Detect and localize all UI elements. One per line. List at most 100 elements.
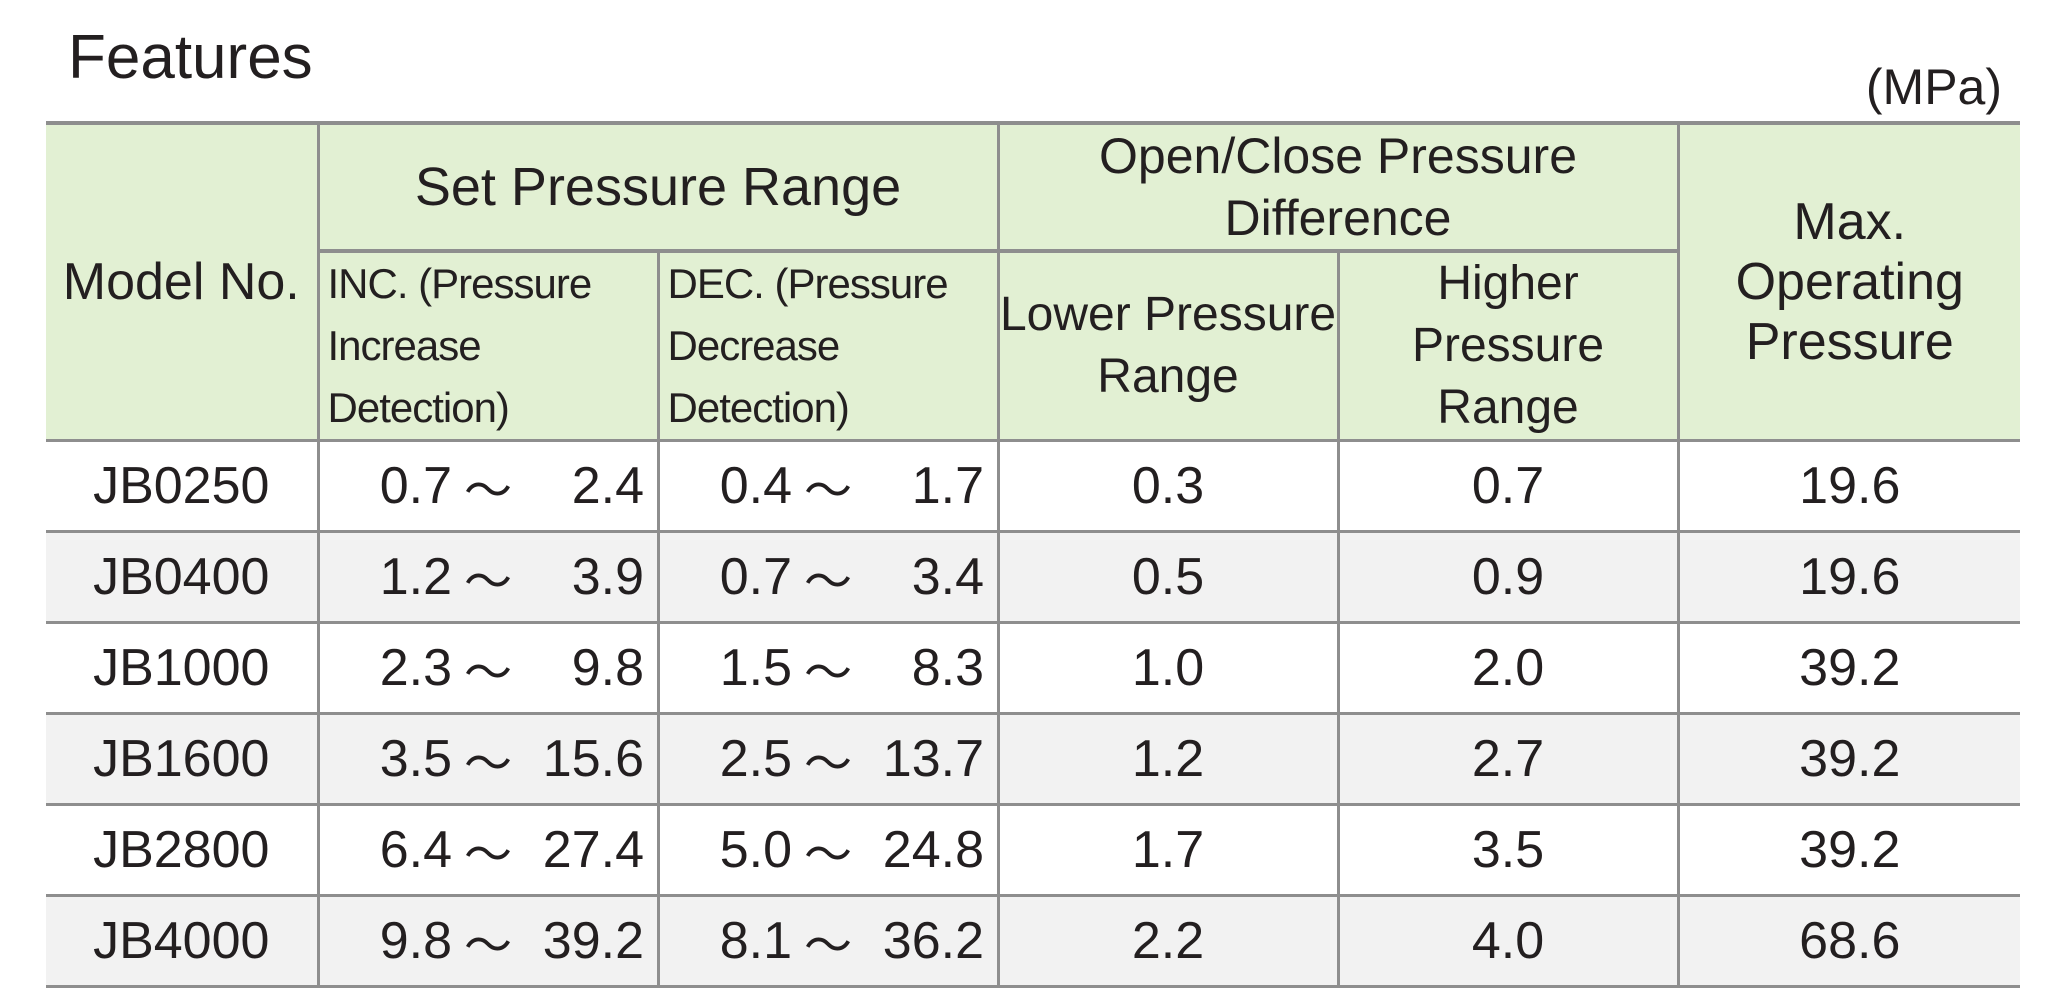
- cell-higher: 2.7: [1336, 713, 1680, 806]
- cell-higher: 2.0: [1336, 622, 1680, 715]
- inc-low: 6.4: [379, 821, 452, 879]
- header-higher-line1: Higher Pressure: [1411, 257, 1605, 372]
- cell-higher: 3.5: [1336, 804, 1680, 897]
- inc-high: 2.4: [571, 457, 644, 515]
- range-separator: ～: [803, 920, 852, 973]
- inc-high: 3.9: [571, 548, 644, 606]
- cell-higher: 0.9: [1336, 531, 1680, 624]
- cell-inc-range: 2.3 ～ 9.8: [316, 622, 660, 715]
- inc-low: 3.5: [379, 730, 452, 788]
- dec-high: 3.4: [911, 548, 984, 606]
- table-body: JB0250 0.7 ～ 2.4 0.4 ～ 1.7 0.3 0.7 19.6 JB04…: [46, 440, 2021, 988]
- inc-low: 0.7: [379, 457, 452, 515]
- cell-dec-range: 1.5 ～ 8.3: [656, 622, 1000, 715]
- range-separator: ～: [803, 738, 852, 791]
- table-header: Model No. Set Pressure Range Open/Close …: [46, 121, 2021, 442]
- cell-inc-range: 0.7 ～ 2.4: [316, 440, 660, 533]
- table-row: JB4000 9.8 ～ 39.2 8.1 ～ 36.2 2.2 4.0 68.6: [46, 895, 2021, 988]
- cell-max: 19.6: [1676, 440, 2021, 533]
- cell-model: JB0400: [46, 531, 320, 624]
- dec-low: 1.5: [719, 639, 792, 697]
- dec-low: 0.4: [719, 457, 792, 515]
- inc-high: 9.8: [571, 639, 644, 697]
- header-max-line2: Pressure: [1745, 313, 1954, 371]
- range-separator: ～: [803, 556, 852, 609]
- inc-low: 1.2: [379, 548, 452, 606]
- header-inc-line1: INC. (Pressure: [327, 260, 593, 307]
- table-row: JB0250 0.7 ～ 2.4 0.4 ～ 1.7 0.3 0.7 19.6: [46, 440, 2021, 533]
- cell-lower: 0.5: [996, 531, 1340, 624]
- cell-dec-range: 8.1 ～ 36.2: [656, 895, 1000, 988]
- cell-max: 39.2: [1676, 622, 2021, 715]
- cell-dec-range: 2.5 ～ 13.7: [656, 713, 1000, 806]
- cell-inc-range: 6.4 ～ 27.4: [316, 804, 660, 897]
- cell-dec-range: 0.4 ～ 1.7: [656, 440, 1000, 533]
- cell-max: 19.6: [1676, 531, 2021, 624]
- inc-high: 39.2: [542, 912, 644, 970]
- cell-lower: 2.2: [996, 895, 1340, 988]
- cell-higher: 0.7: [1336, 440, 1680, 533]
- table-row: JB2800 6.4 ～ 27.4 5.0 ～ 24.8 1.7 3.5 39.2: [46, 804, 2021, 897]
- page-title: Features: [68, 23, 313, 92]
- range-separator: ～: [803, 647, 852, 700]
- cell-model: JB2800: [46, 804, 320, 897]
- cell-max: 39.2: [1676, 804, 2021, 897]
- header-open-close-difference: Open/Close Pressure Difference: [996, 121, 1680, 253]
- cell-model: JB0250: [46, 440, 320, 533]
- cell-model: JB4000: [46, 895, 320, 988]
- dec-high: 1.7: [911, 457, 984, 515]
- cell-inc-range: 3.5 ～ 15.6: [316, 713, 660, 806]
- cell-lower: 0.3: [996, 440, 1340, 533]
- cell-dec-range: 5.0 ～ 24.8: [656, 804, 1000, 897]
- inc-high: 27.4: [542, 821, 644, 879]
- range-separator: ～: [803, 465, 852, 518]
- range-separator: ～: [463, 829, 512, 882]
- header-dec-line1: DEC. (Pressure: [667, 260, 949, 307]
- cell-higher: 4.0: [1336, 895, 1680, 988]
- dec-low: 5.0: [719, 821, 792, 879]
- range-separator: ～: [463, 647, 512, 700]
- table-row: JB1600 3.5 ～ 15.6 2.5 ～ 13.7 1.2 2.7 39.2: [46, 713, 2021, 806]
- dec-high: 8.3: [911, 639, 984, 697]
- header-higher-pressure-range: Higher Pressure Range: [1336, 249, 1679, 442]
- dec-low: 8.1: [719, 912, 792, 970]
- cell-lower: 1.2: [996, 713, 1340, 806]
- inc-low: 9.8: [379, 912, 452, 970]
- cell-model: JB1000: [46, 622, 320, 715]
- unit-label: (MPa): [1865, 59, 2002, 115]
- header-max-line1: Max. Operating: [1735, 193, 1964, 311]
- header-inc: INC. (Pressure Increase Detection): [318, 249, 660, 442]
- features-table: Model No. Set Pressure Range Open/Close …: [46, 121, 2021, 988]
- range-separator: ～: [463, 465, 512, 518]
- cell-max: 39.2: [1676, 713, 2021, 806]
- header-model-no: Model No.: [46, 121, 320, 442]
- dec-low: 2.5: [719, 730, 792, 788]
- header-inc-line2: Increase Detection): [327, 322, 510, 431]
- header-lower-line2: Range: [1097, 350, 1239, 403]
- dec-low: 0.7: [719, 548, 792, 606]
- cell-inc-range: 1.2 ～ 3.9: [316, 531, 660, 624]
- table-row: JB1000 2.3 ～ 9.8 1.5 ～ 8.3 1.0 2.0 39.2: [46, 622, 2021, 715]
- cell-lower: 1.0: [996, 622, 1340, 715]
- header-lower-pressure-range: Lower Pressure Range: [996, 249, 1340, 442]
- header-dec: DEC. (Pressure Decrease Detection): [656, 249, 1000, 442]
- header-lower-line1: Lower Pressure: [999, 288, 1337, 341]
- table-row: JB0400 1.2 ～ 3.9 0.7 ～ 3.4 0.5 0.9 19.6: [46, 531, 2021, 624]
- range-separator: ～: [803, 829, 852, 882]
- dec-high: 13.7: [882, 730, 984, 788]
- cell-lower: 1.7: [996, 804, 1340, 897]
- range-separator: ～: [463, 556, 512, 609]
- header-set-pressure-range: Set Pressure Range: [316, 121, 1000, 253]
- header-higher-line2: Range: [1437, 381, 1579, 434]
- range-separator: ～: [463, 738, 512, 791]
- header-dec-line2: Decrease Detection): [667, 322, 850, 431]
- range-separator: ～: [463, 920, 512, 973]
- cell-max: 68.6: [1676, 895, 2021, 988]
- cell-model: JB1600: [46, 713, 320, 806]
- cell-inc-range: 9.8 ～ 39.2: [316, 895, 660, 988]
- inc-low: 2.3: [379, 639, 452, 697]
- cell-dec-range: 0.7 ～ 3.4: [656, 531, 1000, 624]
- inc-high: 15.6: [542, 730, 644, 788]
- header-max-operating-pressure: Max. Operating Pressure: [1676, 121, 2021, 442]
- dec-high: 36.2: [882, 912, 984, 970]
